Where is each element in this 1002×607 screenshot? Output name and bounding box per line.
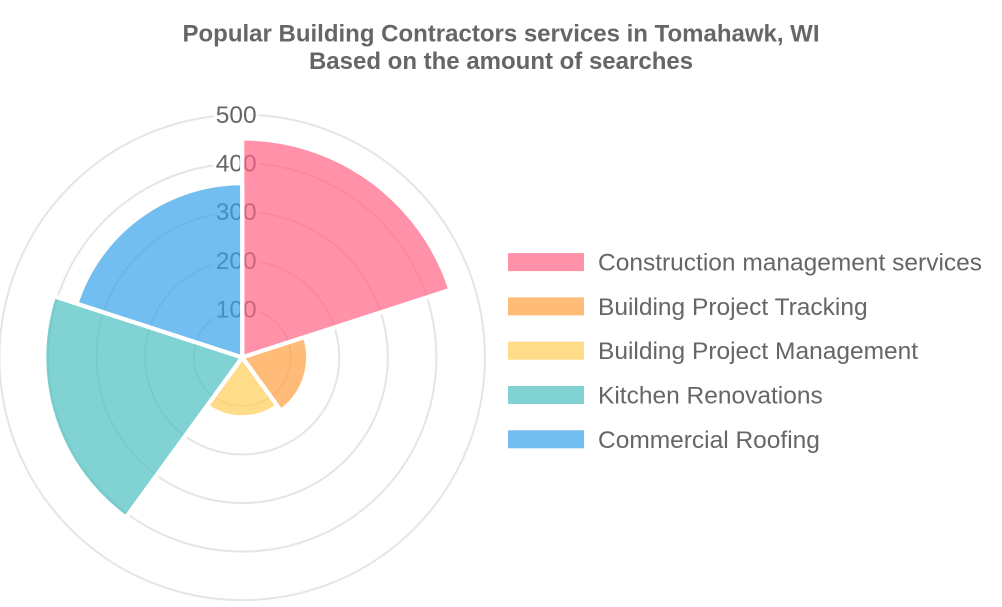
svg-text:Construction management servic: Construction management services bbox=[598, 250, 982, 277]
svg-text:Kitchen Renovations: Kitchen Renovations bbox=[598, 382, 823, 409]
svg-text:Building Project Tracking: Building Project Tracking bbox=[598, 294, 868, 321]
svg-text:500: 500 bbox=[216, 102, 257, 129]
svg-text:Based on the amount of searche: Based on the amount of searches bbox=[309, 48, 693, 75]
svg-text:Popular Building Contractors s: Popular Building Contractors services in… bbox=[182, 21, 819, 48]
svg-text:Building Project Management: Building Project Management bbox=[598, 338, 918, 365]
svg-text:Commercial Roofing: Commercial Roofing bbox=[598, 427, 820, 454]
